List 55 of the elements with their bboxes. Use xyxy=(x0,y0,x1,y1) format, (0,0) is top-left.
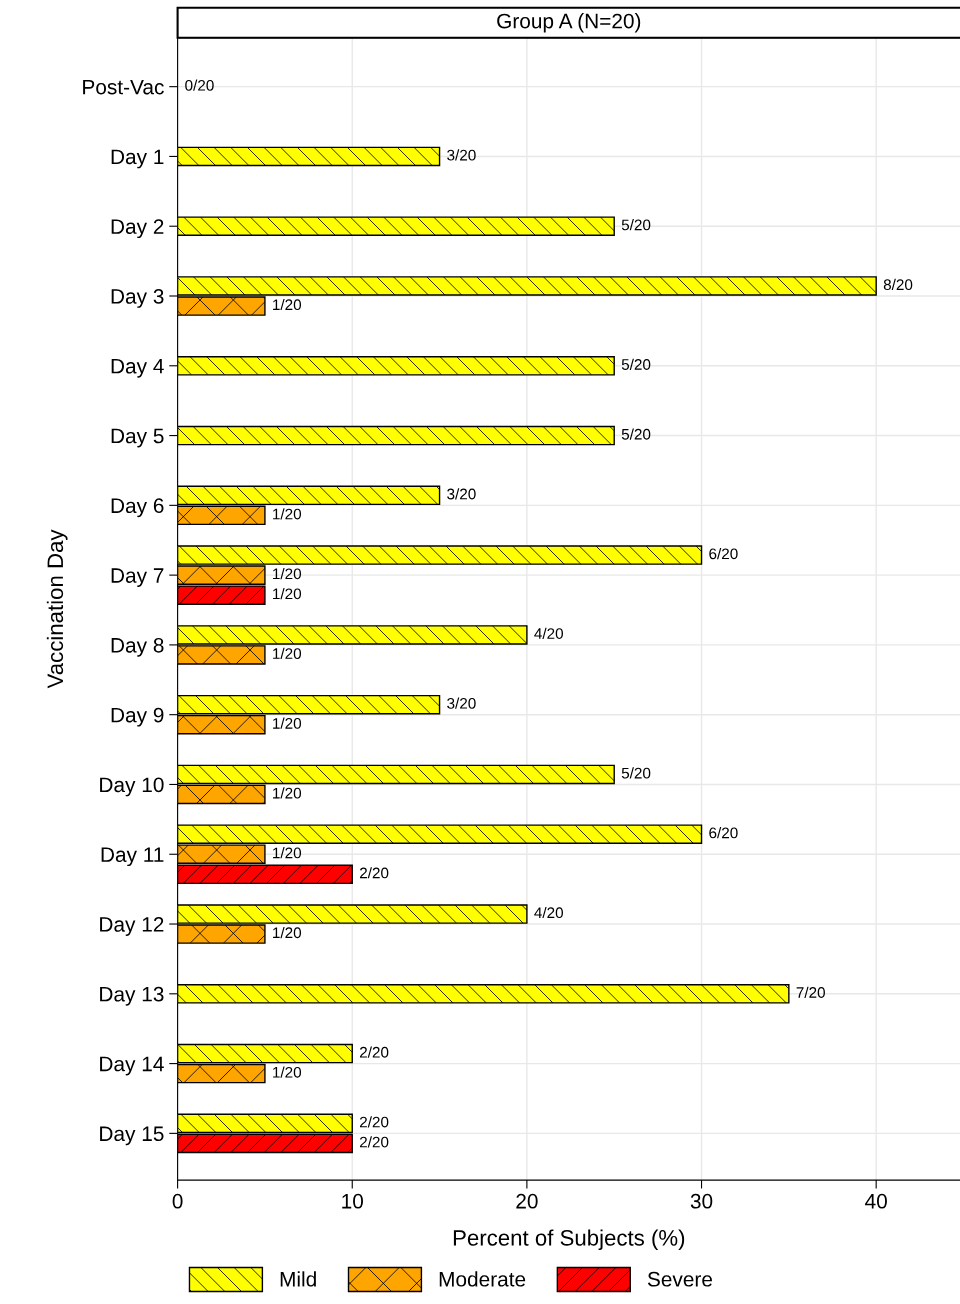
y-tick-label: Day 14 xyxy=(100,1056,164,1076)
y-tick-label: Day 5 xyxy=(111,428,164,448)
data-label: 4/20 xyxy=(534,627,564,639)
y-tick-label: Day 1 xyxy=(111,149,164,169)
data-label: 1/20 xyxy=(273,926,302,939)
y-tick-label: Day 11 xyxy=(101,847,164,867)
data-label: 4/20 xyxy=(534,906,564,919)
data-label: 5/20 xyxy=(621,358,651,370)
x-axis-title: Percent of Subjects (%) xyxy=(453,1229,685,1251)
x-tick-label: 40 xyxy=(865,1193,887,1209)
data-label: 1/20 xyxy=(273,1066,302,1078)
data-label: 0/20 xyxy=(185,79,214,91)
y-tick-label: Day 4 xyxy=(111,359,164,378)
data-label: 1/20 xyxy=(273,568,302,580)
data-label: 8/20 xyxy=(883,278,913,291)
data-label: 1/20 xyxy=(273,787,302,799)
data-label: 1/20 xyxy=(273,588,302,600)
y-tick-label: Day 9 xyxy=(111,707,164,727)
data-label: 1/20 xyxy=(273,298,302,311)
data-label: 2/20 xyxy=(360,1046,389,1058)
data-label: 1/20 xyxy=(273,847,302,859)
legend-label: Moderate xyxy=(439,1271,526,1287)
y-tick-label: Post-Vac xyxy=(83,79,164,95)
data-label: 1/20 xyxy=(273,647,302,660)
data-label: 7/20 xyxy=(796,986,825,998)
data-label: 3/20 xyxy=(447,697,476,709)
data-label: 1/20 xyxy=(273,717,302,729)
data-label: 2/20 xyxy=(360,1116,389,1128)
data-label: 6/20 xyxy=(709,547,738,560)
y-tick-label: Day 2 xyxy=(111,219,164,239)
data-label: 5/20 xyxy=(621,428,651,440)
x-tick-label: 20 xyxy=(516,1193,538,1209)
data-label: 5/20 xyxy=(621,767,651,779)
y-tick-label: Day 3 xyxy=(111,289,164,308)
x-tick-label: 10 xyxy=(342,1193,364,1209)
data-label: 2/20 xyxy=(360,867,389,879)
data-label: 3/20 xyxy=(447,488,476,500)
data-label: 5/20 xyxy=(621,219,651,231)
data-label: 6/20 xyxy=(709,827,738,839)
data-label: 2/20 xyxy=(360,1136,389,1148)
y-tick-label: Day 15 xyxy=(100,1126,164,1146)
y-axis-title: Vaccination Day xyxy=(46,529,68,689)
y-tick-label: Day 6 xyxy=(111,498,164,518)
x-tick-label: 30 xyxy=(690,1193,713,1209)
chart-title: Group A (N=20) xyxy=(497,13,641,33)
legend-label: Severe xyxy=(647,1271,713,1287)
data-label: 3/20 xyxy=(447,149,476,161)
y-tick-label: Day 8 xyxy=(111,637,164,657)
y-tick-label: Day 13 xyxy=(100,986,164,1006)
data-label: 1/20 xyxy=(273,508,302,520)
y-tick-label: Day 12 xyxy=(100,917,164,936)
y-tick-label: Day 10 xyxy=(100,777,164,797)
legend-label: Mild xyxy=(280,1271,316,1287)
x-tick-label: 0 xyxy=(172,1193,183,1209)
y-tick-label: Day 7 xyxy=(111,568,164,587)
